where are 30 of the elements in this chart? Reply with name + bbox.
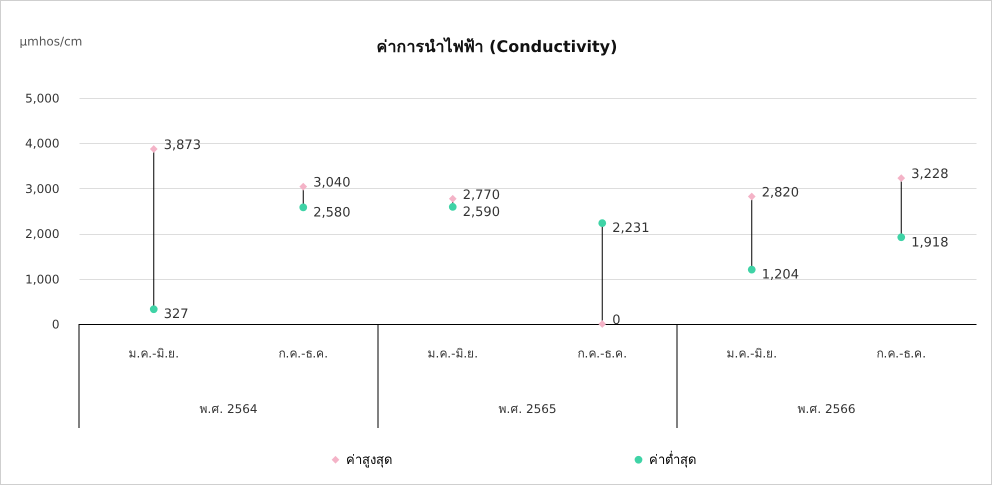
- data-label: 3,228: [911, 167, 948, 182]
- data-label: 2,590: [462, 204, 500, 220]
- data-label: 2,580: [313, 205, 350, 220]
- x-tick-label: ก.ค.-ธ.ค.: [876, 346, 926, 360]
- y-tick-label: 1,000: [25, 272, 60, 286]
- data-label: 3,040: [313, 176, 350, 191]
- data-label: 327: [164, 307, 189, 322]
- text: พ.ศ. 2565: [498, 402, 556, 416]
- data-label: 2,770: [462, 188, 500, 203]
- data-label: 2,820: [762, 186, 799, 201]
- data-label: 3,873: [164, 138, 201, 153]
- y-tick-label: 2,000: [25, 227, 60, 242]
- x-tick-label: ก.ค.-ธ.ค.: [577, 346, 628, 360]
- y-tick-label: 0: [52, 318, 60, 332]
- data-label: 1,204: [762, 268, 799, 283]
- y-axis-title: µmhos/cm: [20, 34, 82, 48]
- x-tick-label: ม.ค.-มิ.ย.: [128, 346, 180, 360]
- text: พ.ศ. 2566: [798, 402, 856, 416]
- data-label: 2,231: [612, 221, 650, 236]
- y-tick-label: 3,000: [25, 182, 60, 196]
- chart-title: ค่าการนำไฟฟ้า (Conductivity): [376, 37, 618, 56]
- x-tick-label: ก.ค.-ธ.ค.: [278, 346, 328, 360]
- text: พ.ศ. 2564: [200, 402, 258, 416]
- legend-label: ค่าสูงสุด: [346, 452, 392, 468]
- data-label: 1,918: [911, 235, 948, 250]
- y-tick-label: 4,000: [25, 136, 60, 151]
- x-tick-label: ม.ค.-มิ.ย.: [427, 346, 478, 360]
- legend-label: ค่าต่ำสุด: [649, 450, 696, 468]
- x-tick-label: ม.ค.-มิ.ย.: [726, 346, 778, 360]
- y-tick-label: 5,000: [25, 92, 60, 106]
